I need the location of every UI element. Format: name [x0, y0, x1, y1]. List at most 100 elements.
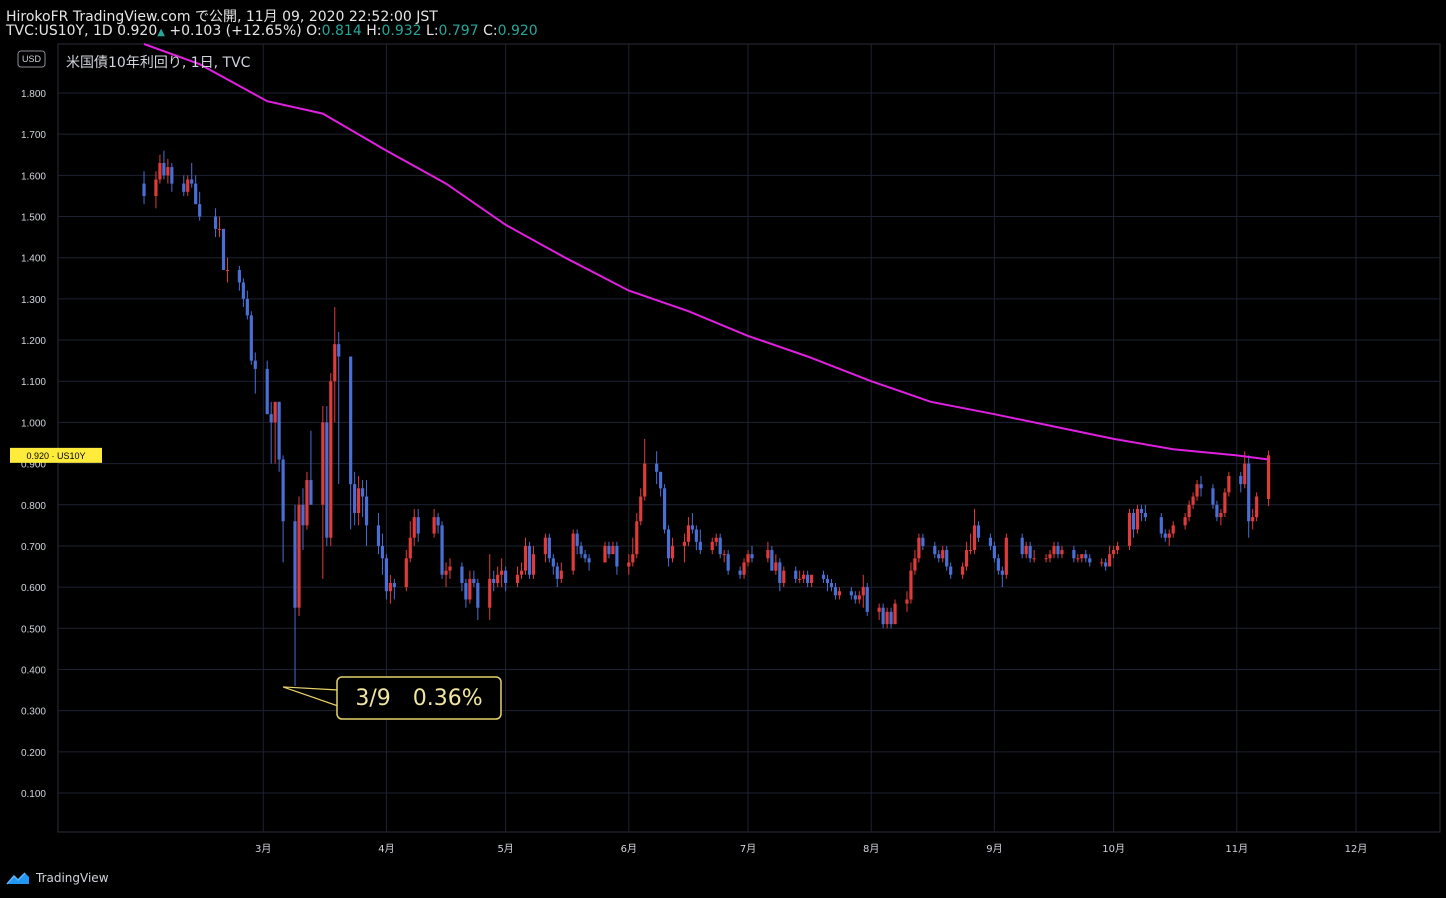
candle	[237, 265, 241, 291]
candle	[357, 475, 361, 526]
candle	[865, 583, 869, 616]
candle-body	[937, 554, 941, 559]
candle-body	[750, 554, 754, 559]
candle	[746, 550, 750, 567]
candle	[309, 430, 313, 505]
candle-body	[726, 554, 730, 571]
candle	[1115, 541, 1120, 555]
candle-body	[583, 554, 587, 559]
y-tick-label: 1.300	[21, 295, 46, 306]
candle-body	[770, 550, 774, 571]
up-arrow-icon: ▲	[157, 27, 165, 38]
candle	[225, 257, 230, 283]
candle-body	[1080, 554, 1084, 559]
candle-body	[349, 356, 353, 485]
candle-body	[1219, 513, 1223, 518]
y-tick-label: 0.800	[21, 501, 46, 512]
candle-body	[253, 360, 257, 369]
candle-body	[1115, 545, 1120, 551]
x-tick-label: 11月	[1225, 843, 1248, 855]
candle	[1108, 545, 1112, 567]
candle	[1163, 529, 1167, 542]
candle-body	[436, 517, 440, 526]
candle	[766, 541, 770, 563]
candle	[937, 550, 941, 563]
candle	[245, 290, 249, 320]
candle-body	[627, 562, 631, 567]
candle-body	[686, 525, 691, 542]
y-tick-label: 1.500	[21, 213, 46, 224]
candle	[825, 574, 830, 592]
candle-body	[1195, 484, 1199, 497]
candle-body	[1199, 484, 1203, 489]
candle-body	[662, 488, 667, 530]
candle	[496, 566, 500, 588]
x-tick-label: 3月	[255, 843, 271, 855]
candle	[1171, 521, 1175, 538]
candle-body	[631, 554, 635, 563]
tradingview-brand[interactable]: TradingView	[6, 871, 109, 885]
candle	[1227, 471, 1231, 497]
candle	[698, 529, 702, 555]
candle	[877, 603, 881, 621]
candle-body	[504, 570, 508, 583]
candle	[504, 566, 508, 592]
footer-brand-label: TradingView	[36, 871, 109, 885]
tradingview-logo-icon	[6, 872, 29, 885]
candle-body	[249, 315, 253, 361]
y-tick-label: 0.100	[21, 789, 46, 800]
candle	[349, 356, 353, 530]
candle	[945, 545, 949, 571]
candle	[913, 550, 917, 575]
candle	[682, 533, 687, 563]
candlestick-series	[142, 150, 1271, 686]
price-axis[interactable]: 0.100 0.200 0.300 0.400 0.500 0.600 0.700 0.800…	[21, 89, 46, 800]
currency-badge[interactable]	[17, 50, 46, 68]
candle-body	[309, 480, 313, 505]
candle-body	[670, 545, 675, 559]
candle-body	[488, 578, 492, 608]
candle	[976, 521, 981, 542]
candle-body	[1223, 492, 1227, 513]
candle	[337, 331, 341, 485]
candle	[1080, 554, 1084, 563]
y-tick-label: 1.600	[21, 171, 46, 182]
y-tick-label: 1.000	[21, 418, 46, 429]
candle-body	[972, 525, 977, 551]
candle	[1199, 475, 1203, 497]
candle	[988, 533, 993, 551]
candle-body	[889, 611, 893, 625]
candle-body	[1108, 554, 1112, 567]
candle	[972, 508, 977, 555]
candle-body	[448, 566, 452, 571]
annotation-pointer	[282, 686, 339, 707]
candle-body	[821, 574, 826, 579]
candle	[857, 591, 861, 604]
candle	[917, 533, 921, 563]
candle-body	[559, 570, 563, 579]
candle	[949, 562, 953, 579]
candle-body	[305, 480, 309, 526]
last-price-tag	[10, 447, 102, 463]
candle-body	[547, 537, 551, 559]
annotation-box[interactable]	[336, 676, 502, 720]
candle-body	[360, 488, 365, 497]
candle-body	[1239, 475, 1243, 485]
candle-body	[635, 521, 639, 555]
candle	[611, 541, 615, 555]
candle	[921, 533, 925, 551]
candle-body	[1251, 517, 1255, 522]
candle-body	[798, 578, 802, 580]
candle	[794, 566, 798, 583]
candle-body	[182, 183, 186, 192]
candle-body	[293, 521, 297, 608]
candle	[448, 558, 452, 579]
candle	[166, 158, 170, 184]
candle	[436, 513, 440, 534]
candle-body	[460, 566, 464, 583]
candle	[412, 508, 416, 546]
candle	[583, 550, 587, 563]
candle-body	[245, 298, 249, 316]
time-axis[interactable]: 3月 4月 5月 6月 7月 8月 9月 10月 11月 12月	[255, 843, 1367, 855]
